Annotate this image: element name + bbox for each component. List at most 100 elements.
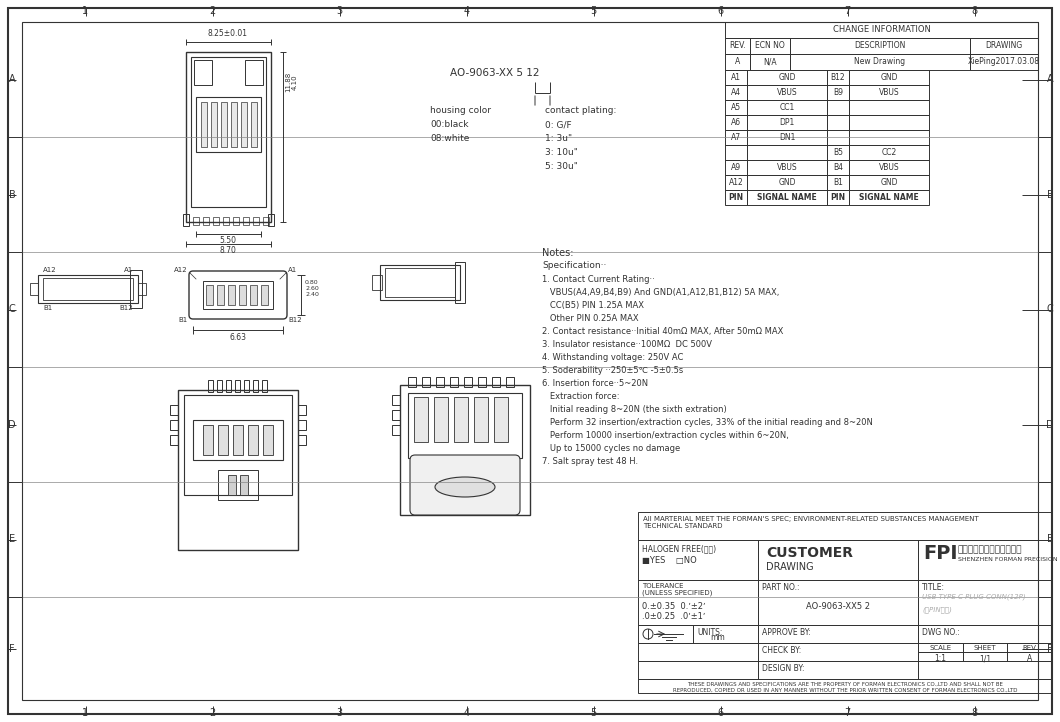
Text: HALOGEN FREE(无卤): HALOGEN FREE(无卤)	[642, 544, 717, 553]
Bar	[474, 397, 488, 442]
Text: TITLE:: TITLE:	[922, 583, 946, 592]
Text: 2: 2	[210, 708, 215, 718]
Bar	[372, 275, 382, 290]
Bar	[725, 175, 747, 190]
Text: SIGNAL NAME: SIGNAL NAME	[859, 193, 919, 202]
Bar	[240, 475, 248, 495]
Bar	[827, 130, 849, 145]
Text: mm: mm	[710, 633, 725, 642]
Bar	[400, 385, 530, 515]
Text: 8.25±0.01: 8.25±0.01	[208, 29, 248, 38]
Bar	[138, 283, 146, 295]
Text: 8: 8	[971, 708, 977, 718]
Bar	[638, 661, 758, 679]
Bar	[422, 377, 430, 387]
Bar	[638, 643, 758, 661]
Bar	[918, 652, 962, 661]
Bar	[408, 377, 416, 387]
Text: GND: GND	[880, 178, 898, 187]
Bar	[261, 285, 268, 305]
Text: THESE DRAWINGS AND SPECIFICATIONS ARE THE PROPERTY OF FORMAN ELECTRONICS CO.,LTD: THESE DRAWINGS AND SPECIFICATIONS ARE TH…	[673, 682, 1018, 693]
Text: housing color: housing color	[430, 106, 491, 115]
Bar	[392, 425, 400, 435]
Bar	[747, 190, 827, 205]
Text: F: F	[1047, 643, 1053, 653]
Text: All MARTERIAL MEET THE FORMAN'S SPEC; ENVIRONMENT-RELATED SUBSTANCES MANAGEMENT
: All MARTERIAL MEET THE FORMAN'S SPEC; EN…	[643, 516, 978, 529]
Bar	[725, 54, 750, 70]
Text: C: C	[1046, 305, 1054, 315]
Text: SIGNAL NAME: SIGNAL NAME	[757, 193, 817, 202]
Bar	[725, 190, 747, 205]
Text: VBUS: VBUS	[879, 88, 899, 97]
Bar	[790, 54, 970, 70]
Text: 8: 8	[971, 6, 977, 16]
Bar	[213, 217, 219, 225]
Text: A12: A12	[175, 267, 188, 273]
Bar	[464, 377, 472, 387]
Bar	[962, 643, 1007, 652]
Text: 6: 6	[718, 6, 724, 16]
Bar	[725, 70, 747, 85]
Bar	[182, 214, 189, 226]
Text: ■YES    □NO: ■YES □NO	[642, 556, 696, 565]
Bar	[849, 70, 929, 85]
Text: CHANGE INFORMATION: CHANGE INFORMATION	[832, 25, 931, 35]
Text: 7: 7	[845, 6, 850, 16]
Text: 7. Salt spray test 48 H.: 7. Salt spray test 48 H.	[542, 457, 638, 466]
Bar	[827, 175, 849, 190]
Bar	[170, 420, 178, 430]
Bar	[392, 410, 400, 420]
Bar	[263, 217, 269, 225]
Text: 4: 4	[463, 708, 470, 718]
Text: D: D	[8, 419, 16, 430]
Text: 6. Insertion force··5~20N: 6. Insertion force··5~20N	[542, 379, 648, 388]
Bar	[970, 54, 1038, 70]
Text: DP1: DP1	[779, 118, 795, 127]
Text: Initial reading 8~20N (the sixth extration): Initial reading 8~20N (the sixth extrati…	[542, 405, 727, 414]
Bar	[434, 397, 448, 442]
Text: A: A	[735, 58, 740, 66]
Bar	[849, 160, 929, 175]
Bar	[638, 625, 693, 643]
Bar	[298, 405, 306, 415]
Bar	[184, 395, 292, 495]
Bar	[918, 625, 1052, 643]
Text: CUSTOMER: CUSTOMER	[766, 546, 853, 560]
Bar	[204, 217, 209, 225]
Text: Perform 32 insertion/extraction cycles, 33% of the initial reading and 8~20N: Perform 32 insertion/extraction cycles, …	[542, 418, 872, 427]
Bar	[217, 380, 222, 392]
Text: contact plating:: contact plating:	[545, 106, 616, 115]
FancyBboxPatch shape	[410, 455, 520, 515]
Text: ECN NO: ECN NO	[755, 41, 784, 51]
Bar	[747, 130, 827, 145]
Bar	[253, 380, 258, 392]
Bar	[223, 217, 229, 225]
Bar	[248, 425, 258, 455]
Text: Specification··: Specification··	[542, 261, 606, 270]
Bar	[758, 625, 918, 643]
Bar	[970, 38, 1038, 54]
Bar	[193, 420, 283, 460]
Bar	[725, 100, 747, 115]
Text: B: B	[8, 189, 16, 199]
Bar	[725, 38, 750, 54]
Bar	[454, 397, 469, 442]
Text: B1: B1	[833, 178, 843, 187]
Bar	[758, 540, 918, 580]
Bar	[250, 285, 257, 305]
Bar	[918, 580, 1052, 625]
Bar	[638, 679, 1052, 693]
Bar	[233, 217, 238, 225]
Text: A1: A1	[288, 267, 297, 273]
Text: TOLERANCE
(UNLESS SPECIFIED): TOLERANCE (UNLESS SPECIFIED)	[642, 583, 712, 596]
Bar	[408, 393, 522, 458]
Bar	[170, 405, 178, 415]
Text: VBUS: VBUS	[777, 88, 797, 97]
Bar	[747, 85, 827, 100]
Text: AO-9063-XX5 2: AO-9063-XX5 2	[806, 602, 870, 611]
Text: USB TYPE C PLUG CONN(12P): USB TYPE C PLUG CONN(12P)	[922, 594, 1026, 601]
Bar	[962, 652, 1007, 661]
Bar	[693, 625, 758, 643]
Text: B1: B1	[43, 305, 52, 311]
Text: A12: A12	[43, 267, 56, 273]
